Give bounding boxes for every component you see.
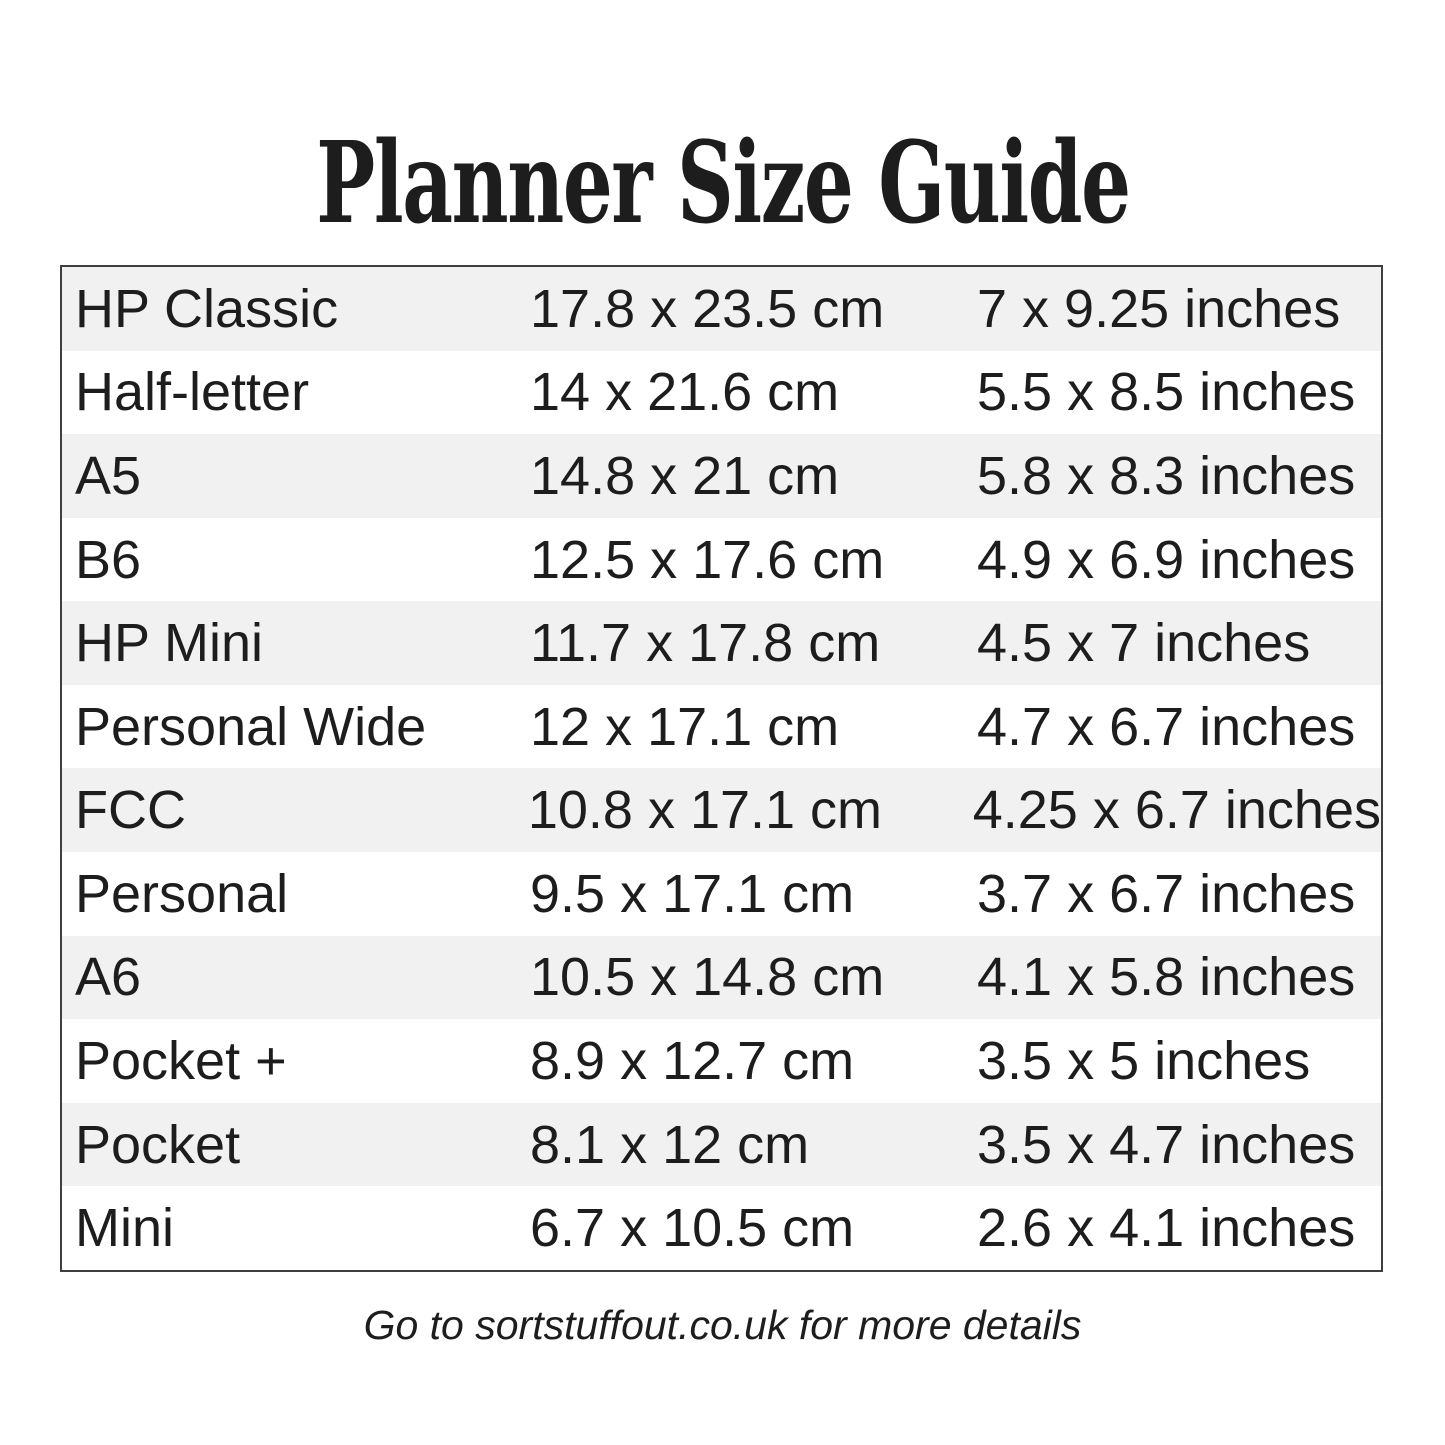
table-row: HP Classic 17.8 x 23.5 cm 7 x 9.25 inche…	[62, 267, 1381, 351]
size-cm-cell: 14 x 21.6 cm	[530, 362, 840, 423]
table-row: Personal Wide 12 x 17.1 cm 4.7 x 6.7 inc…	[62, 685, 1381, 769]
size-inches-cell: 4.7 x 6.7 inches	[977, 696, 1356, 757]
table-row: A5 14.8 x 21 cm 5.8 x 8.3 inches	[62, 434, 1381, 518]
size-inches-cell: 5.5 x 8.5 inches	[977, 362, 1356, 423]
planner-name-cell: HP Mini	[75, 613, 264, 674]
table-row: Pocket + 8.9 x 12.7 cm 3.5 x 5 inches	[62, 1019, 1381, 1103]
planner-name-cell: FCC	[75, 780, 186, 841]
size-cm-cell: 8.9 x 12.7 cm	[530, 1030, 855, 1091]
size-inches-cell: 3.5 x 5 inches	[977, 1030, 1311, 1091]
table-row: Half-letter 14 x 21.6 cm 5.5 x 8.5 inche…	[62, 351, 1381, 435]
size-inches-cell: 3.5 x 4.7 inches	[977, 1114, 1356, 1175]
table-row: Mini 6.7 x 10.5 cm 2.6 x 4.1 inches	[62, 1186, 1381, 1270]
planner-name-cell: A6	[75, 947, 142, 1008]
size-cm-cell: 14.8 x 21 cm	[530, 445, 840, 506]
page-title: Planner Size Guide	[315, 118, 1131, 249]
table-row: B6 12.5 x 17.6 cm 4.9 x 6.9 inches	[62, 518, 1381, 602]
planner-name-cell: Personal	[75, 863, 289, 924]
planner-size-table: HP Classic 17.8 x 23.5 cm 7 x 9.25 inche…	[60, 265, 1383, 1272]
size-cm-cell: 9.5 x 17.1 cm	[530, 863, 855, 924]
table-row: FCC 10.8 x 17.1 cm 4.25 x 6.7 inches	[62, 768, 1381, 853]
planner-name-cell: Personal Wide	[75, 696, 427, 757]
table-row: HP Mini 11.7 x 17.8 cm 4.5 x 7 inches	[62, 601, 1381, 685]
size-inches-cell: 3.7 x 6.7 inches	[977, 863, 1356, 924]
size-inches-cell: 4.9 x 6.9 inches	[977, 529, 1356, 590]
size-inches-cell: 2.6 x 4.1 inches	[977, 1198, 1356, 1259]
size-cm-cell: 8.1 x 12 cm	[530, 1114, 810, 1175]
planner-name-cell: B6	[75, 529, 142, 590]
size-cm-cell: 6.7 x 10.5 cm	[530, 1198, 855, 1259]
size-cm-cell: 10.8 x 17.1 cm	[527, 780, 883, 841]
table-row: Pocket 8.1 x 12 cm 3.5 x 4.7 inches	[62, 1102, 1381, 1187]
size-inches-cell: 4.1 x 5.8 inches	[977, 947, 1356, 1008]
size-cm-cell: 12 x 17.1 cm	[530, 696, 840, 757]
size-inches-cell: 4.5 x 7 inches	[977, 613, 1311, 674]
page-title-wrap: Planner Size Guide	[0, 128, 1445, 240]
size-cm-cell: 12.5 x 17.6 cm	[530, 529, 885, 590]
planner-name-cell: Half-letter	[75, 362, 310, 423]
planner-name-cell: HP Classic	[75, 278, 339, 339]
planner-name-cell: Mini	[75, 1198, 175, 1259]
footer-note: Go to sortstuffout.co.uk for more detail…	[363, 1302, 1082, 1348]
planner-name-cell: A5	[75, 445, 142, 506]
planner-name-cell: Pocket	[75, 1114, 241, 1175]
planner-name-cell: Pocket +	[75, 1030, 287, 1091]
size-inches-cell: 4.25 x 6.7 inches	[972, 780, 1381, 841]
size-cm-cell: 10.5 x 14.8 cm	[530, 947, 885, 1008]
table-row: A6 10.5 x 14.8 cm 4.1 x 5.8 inches	[62, 935, 1381, 1020]
table-row: Personal 9.5 x 17.1 cm 3.7 x 6.7 inches	[62, 852, 1381, 936]
size-inches-cell: 5.8 x 8.3 inches	[977, 445, 1356, 506]
size-cm-cell: 11.7 x 17.8 cm	[530, 613, 881, 674]
size-inches-cell: 7 x 9.25 inches	[977, 278, 1341, 339]
size-cm-cell: 17.8 x 23.5 cm	[530, 278, 885, 339]
